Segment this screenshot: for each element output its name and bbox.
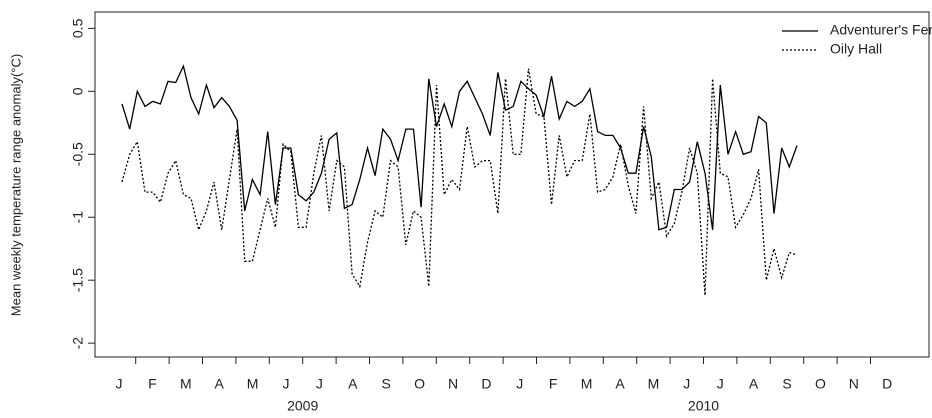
y-tick-label: -1.5: [70, 268, 86, 292]
x-tick-label: M: [247, 376, 259, 392]
x-tick-label: J: [116, 376, 123, 392]
x-tick-label: D: [481, 376, 491, 392]
x-tick-label: N: [849, 376, 859, 392]
x-tick-label: M: [581, 376, 593, 392]
x-tick-label: O: [815, 376, 826, 392]
x-tick-label: J: [717, 376, 724, 392]
legend-label: Oily Hall: [830, 41, 882, 57]
year-label: 2009: [287, 398, 318, 414]
y-axis-label: Mean weekly temperature range anomaly(°C…: [8, 54, 23, 316]
x-tick-label: A: [615, 376, 625, 392]
x-tick-label: N: [448, 376, 458, 392]
x-tick-label: O: [414, 376, 425, 392]
series-line: [121, 68, 798, 296]
x-tick-label: S: [782, 376, 791, 392]
x-tick-label: J: [516, 376, 523, 392]
x-tick-label: S: [382, 376, 391, 392]
x-tick-label: A: [348, 376, 358, 392]
x-tick-label: F: [148, 376, 157, 392]
y-tick-label: 0.5: [70, 18, 86, 38]
y-tick-label: -1: [70, 211, 86, 224]
x-tick-label: J: [683, 376, 690, 392]
series-line: [121, 64, 798, 231]
legend-label: Adventurer's Fen: [830, 22, 932, 38]
x-tick-label: J: [316, 376, 323, 392]
x-tick-label: M: [648, 376, 660, 392]
plot-frame: [94, 11, 930, 358]
y-tick-label: -0.5: [70, 142, 86, 166]
x-tick-label: A: [215, 376, 225, 392]
x-tick-label: A: [749, 376, 759, 392]
x-tick-label: F: [549, 376, 558, 392]
y-tick-label: 0: [70, 87, 86, 95]
year-label: 2010: [688, 398, 719, 414]
x-tick-label: J: [283, 376, 290, 392]
x-tick-label: D: [882, 376, 892, 392]
y-tick-label: -2: [70, 337, 86, 350]
x-tick-label: M: [180, 376, 192, 392]
